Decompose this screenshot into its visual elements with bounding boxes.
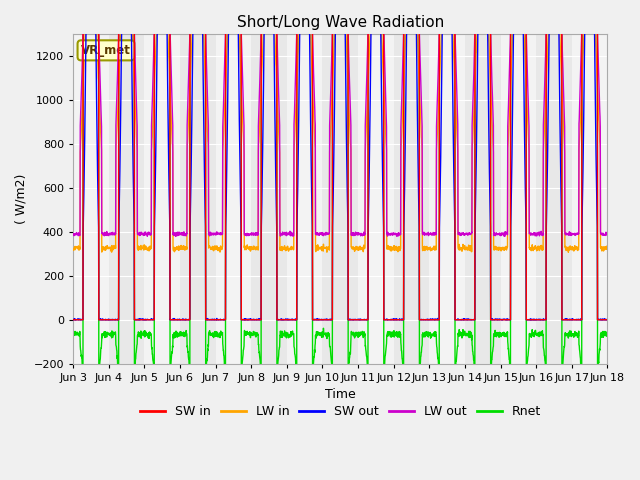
Y-axis label: ( W/m2): ( W/m2): [15, 174, 28, 224]
Title: Short/Long Wave Radiation: Short/Long Wave Radiation: [237, 15, 444, 30]
Bar: [216, 34, 252, 364]
Bar: [572, 34, 607, 364]
Bar: [358, 34, 394, 364]
Text: VR_met: VR_met: [81, 44, 131, 57]
Bar: [73, 34, 109, 364]
Bar: [145, 34, 180, 364]
Bar: [287, 34, 323, 364]
Bar: [429, 34, 465, 364]
X-axis label: Time: Time: [325, 388, 356, 401]
Legend: SW in, LW in, SW out, LW out, Rnet: SW in, LW in, SW out, LW out, Rnet: [135, 400, 546, 423]
Bar: [500, 34, 536, 364]
